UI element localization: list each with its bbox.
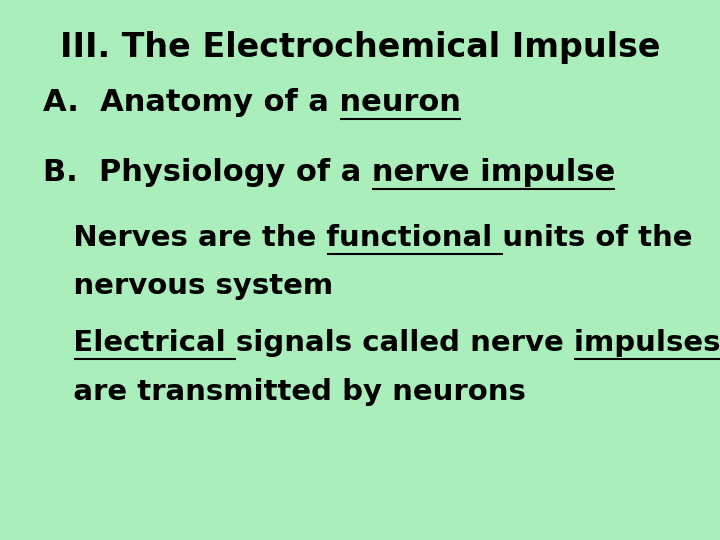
Text: III. The Electrochemical Impulse: III. The Electrochemical Impulse bbox=[60, 31, 660, 64]
Text: Nerves are the functional units of the: Nerves are the functional units of the bbox=[43, 224, 693, 252]
Text: A.  Anatomy of a neuron: A. Anatomy of a neuron bbox=[43, 87, 461, 117]
Text: nervous system: nervous system bbox=[43, 272, 333, 300]
Text: B.  Physiology of a nerve impulse: B. Physiology of a nerve impulse bbox=[43, 158, 616, 187]
Text: are transmitted by neurons: are transmitted by neurons bbox=[43, 377, 526, 406]
Text: Electrical signals called nerve impulses: Electrical signals called nerve impulses bbox=[43, 329, 720, 357]
